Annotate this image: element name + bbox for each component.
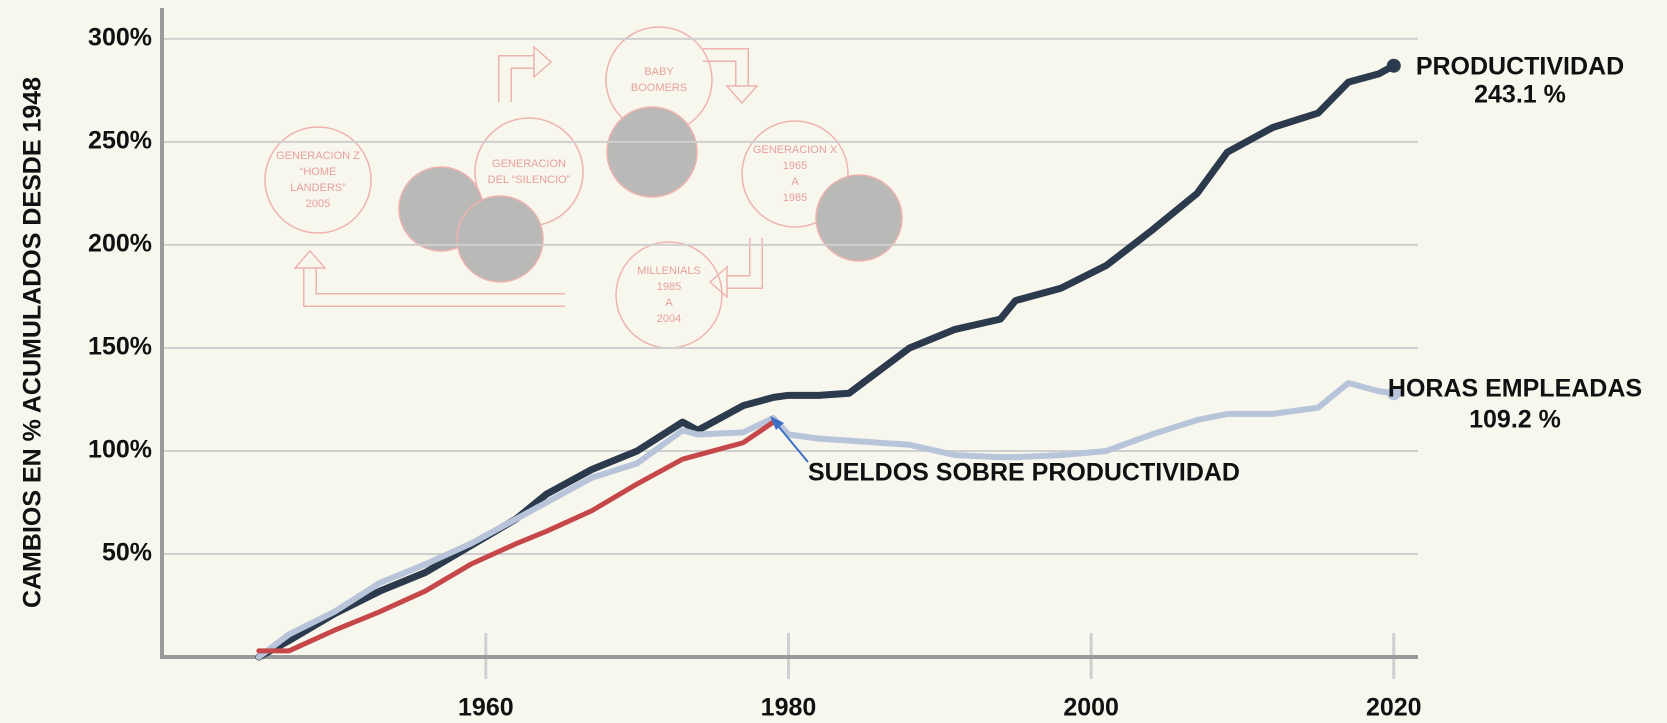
- x-tick-label: 1960: [458, 694, 514, 722]
- generation-label: BABY: [644, 66, 674, 78]
- series-end-label: 243.1 %: [1474, 81, 1566, 109]
- generation-label: MILLENIALS: [637, 265, 701, 277]
- series-label: PRODUCTIVIDAD: [1416, 53, 1624, 81]
- generation-label: BOOMERS: [631, 82, 687, 94]
- y-tick-label: 150%: [88, 333, 152, 361]
- y-tick-label: 300%: [88, 24, 152, 52]
- axis: [162, 8, 1418, 657]
- generations-inset: [265, 27, 902, 348]
- y-axis-label: CAMBIOS EN % ACUMULADOS DESDE 1948: [19, 77, 47, 608]
- chart: GENERACION Z “HOME LANDERS” 2005 GENERACION D…: [0, 0, 1667, 723]
- generation-label: 2005: [306, 198, 330, 210]
- x-tick-label: 2020: [1366, 694, 1422, 722]
- generation-label: 1985: [783, 192, 807, 204]
- generation-label: “HOME: [300, 166, 337, 178]
- generation-label: A: [791, 176, 799, 188]
- generation-label: 1985: [657, 281, 681, 293]
- y-tick-label: 250%: [88, 127, 152, 155]
- y-tick-label: 200%: [88, 230, 152, 258]
- series-end-label: 109.2 %: [1469, 406, 1561, 434]
- generation-label: 2004: [657, 313, 681, 325]
- generation-label: 1965: [783, 160, 807, 172]
- photo: [607, 107, 697, 197]
- generation-label: LANDERS”: [290, 182, 346, 194]
- x-tick-label: 1980: [761, 694, 817, 722]
- generation-label: GENERACION: [492, 158, 566, 170]
- generation-label: A: [665, 297, 673, 309]
- generation-label: DEL “SILENCIO”: [488, 174, 571, 186]
- series-label: SUELDOS SOBRE PRODUCTIVIDAD: [808, 459, 1240, 487]
- y-tick-label: 50%: [102, 539, 152, 567]
- y-tick-label: 100%: [88, 436, 152, 464]
- generation-label: GENERACION Z: [276, 150, 360, 162]
- x-tick-label: 2000: [1063, 694, 1119, 722]
- series-line: [259, 383, 1394, 657]
- photo: [816, 175, 902, 261]
- generation-label: GENERACION X: [753, 144, 838, 156]
- end-marker: [1387, 59, 1401, 73]
- photo: [457, 196, 543, 282]
- series-label: HORAS EMPLEADAS: [1388, 375, 1642, 403]
